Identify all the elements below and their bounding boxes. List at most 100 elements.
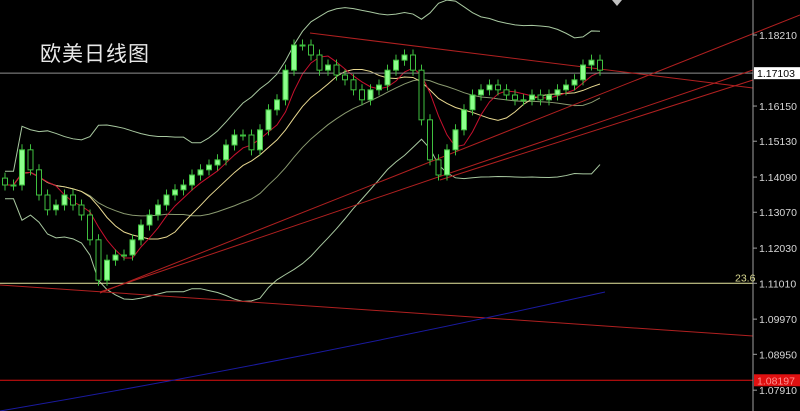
- candle[interactable]: [189, 174, 195, 186]
- candle[interactable]: [19, 149, 25, 186]
- candle[interactable]: [299, 44, 306, 47]
- candle[interactable]: [197, 169, 204, 176]
- candle[interactable]: [478, 89, 484, 96]
- candle[interactable]: [469, 94, 476, 111]
- candle[interactable]: [214, 159, 221, 166]
- candle[interactable]: [180, 184, 187, 191]
- candle[interactable]: [87, 214, 93, 241]
- y-tick-label: 1.14090: [759, 172, 797, 184]
- candle[interactable]: [257, 129, 263, 151]
- candle[interactable]: [384, 69, 391, 86]
- candle[interactable]: [223, 144, 229, 161]
- candle[interactable]: [291, 44, 297, 71]
- candle[interactable]: [78, 204, 85, 216]
- candle[interactable]: [359, 89, 365, 101]
- current-price-label: 1.17103: [757, 68, 795, 80]
- candle[interactable]: [503, 89, 510, 96]
- y-tick-label: 1.15130: [759, 136, 797, 148]
- chart-title: 欧美日线图: [40, 42, 150, 66]
- y-tick-label: 1.18210: [759, 30, 797, 42]
- red-level-label: 1.08197: [757, 375, 795, 387]
- candle[interactable]: [104, 259, 110, 281]
- shift-marker-icon[interactable]: [612, 0, 622, 6]
- bollinger-upper: [5, 0, 601, 172]
- candle[interactable]: [70, 194, 76, 206]
- ma-10-line: [5, 68, 601, 240]
- candle[interactable]: [537, 94, 544, 101]
- candle[interactable]: [163, 194, 170, 206]
- candle[interactable]: [265, 109, 272, 131]
- trendline-0[interactable]: [309, 32, 754, 89]
- candle[interactable]: [27, 149, 34, 171]
- y-tick-label: 1.07910: [759, 385, 797, 397]
- candle[interactable]: [231, 134, 238, 146]
- candle[interactable]: [444, 149, 450, 176]
- candle[interactable]: [520, 99, 527, 102]
- candle[interactable]: [393, 59, 399, 71]
- y-tick-label: 1.11010: [759, 278, 796, 290]
- candle[interactable]: [248, 134, 255, 151]
- candle[interactable]: [333, 64, 340, 76]
- candle[interactable]: [316, 54, 323, 71]
- candle[interactable]: [580, 64, 586, 81]
- candle[interactable]: [10, 184, 17, 187]
- candle[interactable]: [350, 79, 357, 91]
- candle[interactable]: [44, 194, 51, 211]
- current-price-badge: [754, 67, 800, 80]
- candle[interactable]: [129, 239, 136, 256]
- fib-label: 23.6: [735, 272, 756, 284]
- trendline-4[interactable]: [99, 69, 754, 293]
- long-ma-line: [0, 291, 606, 411]
- candle[interactable]: [410, 54, 416, 71]
- candle[interactable]: [112, 254, 119, 261]
- candle[interactable]: [282, 69, 289, 101]
- candle[interactable]: [563, 84, 569, 91]
- candle[interactable]: [274, 99, 280, 111]
- bollinger-middle: [5, 78, 601, 217]
- candle[interactable]: [342, 74, 348, 81]
- candle[interactable]: [461, 109, 467, 131]
- candle[interactable]: [2, 177, 8, 186]
- candle[interactable]: [95, 239, 102, 281]
- candle[interactable]: [597, 59, 603, 71]
- candle[interactable]: [240, 134, 246, 137]
- candle[interactable]: [571, 79, 578, 86]
- red-level-badge: [754, 374, 800, 387]
- candle[interactable]: [53, 204, 59, 211]
- candle[interactable]: [486, 84, 493, 91]
- candle[interactable]: [452, 129, 459, 151]
- candle[interactable]: [206, 164, 212, 171]
- y-tick-label: 1.12030: [759, 243, 797, 255]
- y-tick-label: 1.13070: [759, 207, 797, 219]
- candle[interactable]: [512, 94, 518, 101]
- y-tick-label: 1.08950: [759, 349, 797, 361]
- candle[interactable]: [172, 189, 178, 196]
- candle[interactable]: [554, 89, 561, 96]
- trendline-2[interactable]: [439, 79, 754, 181]
- candle[interactable]: [495, 84, 501, 91]
- candle[interactable]: [588, 59, 595, 66]
- candle[interactable]: [308, 44, 314, 56]
- candle[interactable]: [529, 94, 535, 101]
- candle[interactable]: [435, 159, 442, 176]
- y-tick-label: 1.16150: [759, 101, 797, 113]
- candle[interactable]: [61, 194, 68, 206]
- bollinger-lower: [5, 138, 601, 302]
- candle[interactable]: [155, 204, 161, 216]
- candle[interactable]: [546, 94, 552, 101]
- y-tick-label: 1.09970: [759, 314, 797, 326]
- candle[interactable]: [325, 64, 331, 71]
- ma-5-line: [5, 55, 601, 259]
- candle[interactable]: [146, 214, 153, 226]
- candle[interactable]: [427, 119, 433, 161]
- candle[interactable]: [418, 69, 425, 121]
- candle[interactable]: [138, 224, 144, 241]
- candle[interactable]: [121, 254, 127, 257]
- candle[interactable]: [36, 169, 42, 196]
- trendline-3[interactable]: [0, 284, 754, 337]
- candle[interactable]: [367, 89, 374, 101]
- candle[interactable]: [376, 84, 382, 91]
- candle[interactable]: [401, 54, 408, 61]
